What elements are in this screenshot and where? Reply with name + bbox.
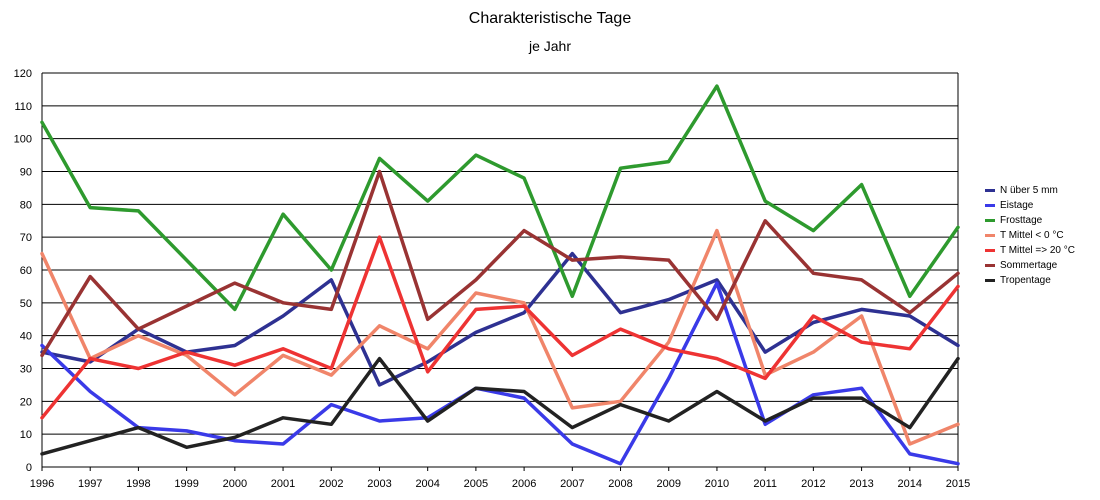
x-tick-label: 2011	[753, 478, 777, 490]
series-line	[40, 84, 960, 312]
grid-lines	[42, 72, 958, 468]
legend-swatch	[985, 249, 995, 252]
x-tick-label: 2013	[849, 478, 873, 490]
x-tick-label: 2001	[271, 478, 295, 490]
legend-label: Sommertage	[1000, 260, 1058, 271]
legend-item: Sommertage	[985, 258, 1075, 273]
series-line	[40, 228, 960, 446]
y-tick-label: 60	[20, 265, 32, 277]
legend-item: N über 5 mm	[985, 183, 1075, 198]
y-tick-label: 120	[14, 68, 32, 80]
y-tick-label: 40	[20, 331, 32, 343]
x-tick-label: 2015	[946, 478, 970, 490]
y-tick-label: 0	[26, 462, 32, 474]
y-tick-label: 30	[20, 364, 32, 376]
x-tick-label: 2008	[608, 478, 632, 490]
legend-swatch	[985, 204, 995, 207]
series-line	[40, 281, 960, 466]
y-tick-label: 100	[14, 134, 32, 146]
y-tick-label: 20	[20, 396, 32, 408]
legend-item: Eistage	[985, 198, 1075, 213]
series-line	[40, 356, 960, 456]
legend-item: T Mittel < 0 °C	[985, 228, 1075, 243]
x-tick-label: 2002	[319, 478, 343, 490]
x-tick-label: 2000	[223, 478, 247, 490]
legend-item: T Mittel => 20 °C	[985, 243, 1075, 258]
y-tick-label: 110	[14, 101, 32, 113]
x-tick-label: 1999	[174, 478, 198, 490]
legend-swatch	[985, 219, 995, 222]
x-tick-label: 2003	[367, 478, 391, 490]
legend-label: T Mittel => 20 °C	[1000, 245, 1075, 256]
chart-title: Charakteristische Tage	[468, 10, 632, 27]
legend-label: Frosttage	[1000, 215, 1043, 226]
legend-item: Frosttage	[985, 213, 1075, 228]
x-tick-label: 2009	[656, 478, 680, 490]
legend-label: Eistage	[1000, 200, 1034, 211]
x-tick-label: 2014	[898, 478, 922, 490]
x-tick-label: 1997	[78, 478, 102, 490]
legend-swatch	[985, 279, 995, 282]
series-lines	[40, 84, 960, 466]
legend-swatch	[985, 234, 995, 237]
tick-labels: 0 10 20 30 40 50 60 70 80 90 100 110 120 1996 1997 1998…	[14, 68, 971, 490]
x-tick-label: 1996	[30, 478, 54, 490]
y-tick-label: 90	[20, 167, 32, 179]
y-tick-label: 80	[20, 199, 32, 211]
x-tick-label: 2004	[415, 478, 439, 490]
series-line	[40, 169, 960, 358]
y-tick-label: 50	[20, 298, 32, 310]
y-tick-label: 70	[20, 232, 32, 244]
legend-swatch	[985, 189, 995, 192]
y-tick-label: 10	[20, 429, 32, 441]
x-tick-label: 2007	[560, 478, 584, 490]
x-tick-label: 2010	[705, 478, 729, 490]
axes	[41, 73, 959, 471]
legend: N über 5 mm Eistage Frosttage T Mittel < 0 …	[985, 183, 1075, 288]
legend-label: Tropentage	[1000, 275, 1051, 286]
x-tick-label: 1998	[126, 478, 150, 490]
x-tick-label: 2012	[801, 478, 825, 490]
legend-swatch	[985, 264, 995, 267]
x-tick-label: 2005	[464, 478, 488, 490]
legend-item: Tropentage	[985, 273, 1075, 288]
legend-label: T Mittel < 0 °C	[1000, 230, 1064, 241]
series-line	[40, 235, 960, 420]
legend-label: N über 5 mm	[1000, 185, 1058, 196]
x-tick-label: 2006	[512, 478, 536, 490]
chart-subtitle: je Jahr	[528, 38, 572, 54]
